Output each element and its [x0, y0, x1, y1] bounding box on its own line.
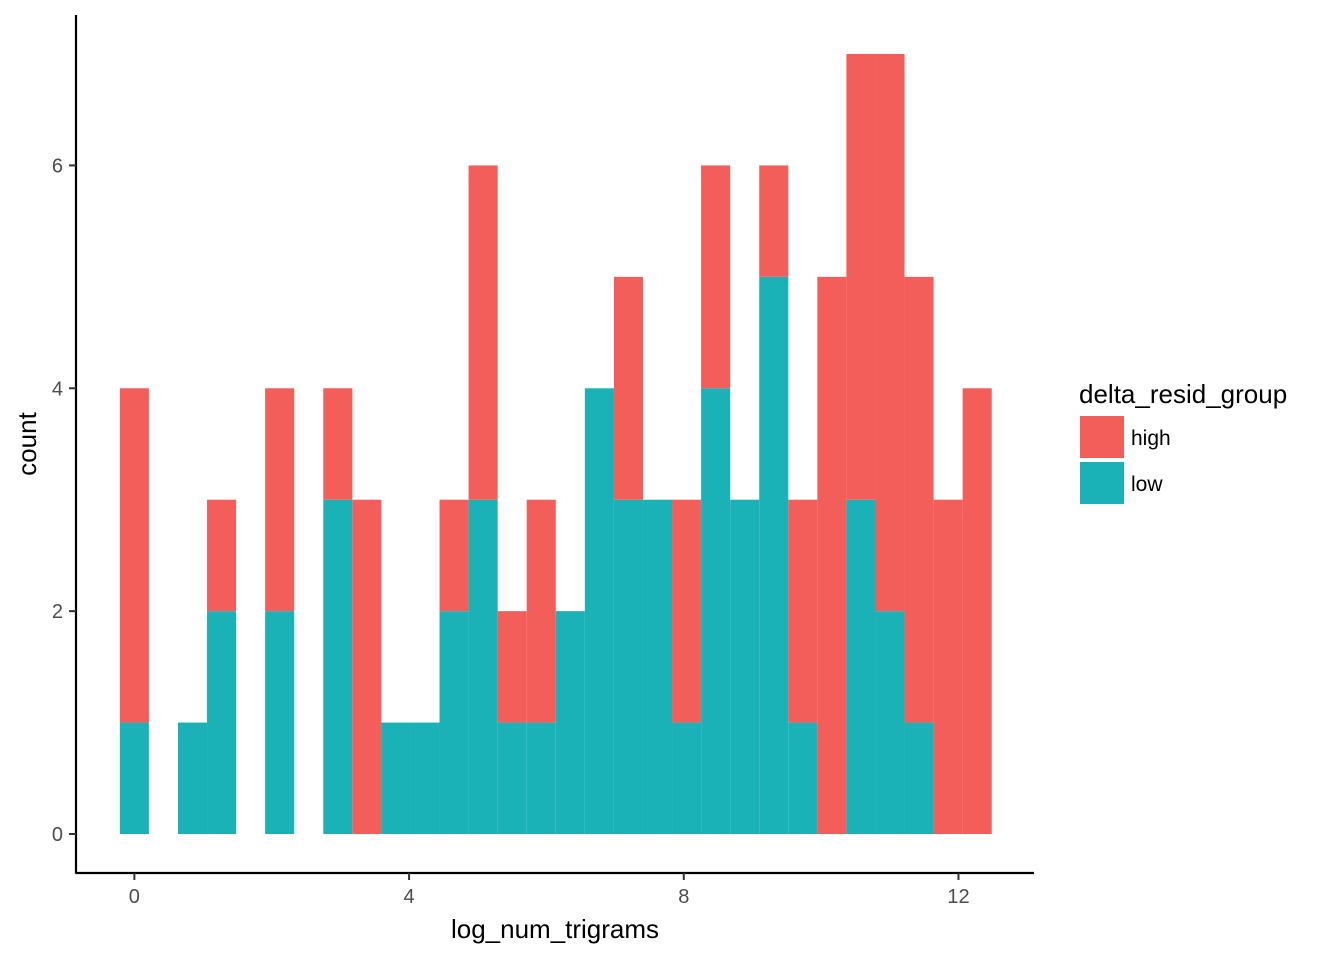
bar-high-23: [788, 499, 818, 723]
bar-low-16: [584, 388, 614, 834]
bar-low-9: [381, 722, 411, 834]
bar-high-29: [962, 388, 992, 834]
bar-low-20: [701, 388, 731, 834]
bar-high-7: [323, 388, 353, 500]
y-tick-label-6: 6: [52, 155, 63, 177]
bar-low-23: [788, 722, 818, 834]
bar-low-0: [119, 722, 149, 834]
bar-low-3: [207, 611, 237, 834]
y-tick-label-0: 0: [52, 824, 63, 846]
bar-low-21: [730, 499, 760, 834]
bar-high-3: [207, 499, 237, 612]
bar-high-20: [701, 165, 731, 389]
bar-low-15: [555, 611, 585, 834]
bar-high-27: [904, 276, 934, 723]
bar-low-25: [846, 499, 876, 834]
y-axis-title: count: [12, 411, 42, 475]
bar-high-8: [352, 499, 382, 834]
bar-high-17: [613, 276, 643, 500]
bar-high-28: [933, 499, 963, 834]
y-tick-label-2: 2: [52, 601, 63, 623]
bar-high-12: [468, 165, 498, 500]
bar-low-26: [875, 611, 905, 834]
legend-label-low: low: [1131, 473, 1163, 496]
legend: delta_resid_group high low: [1079, 379, 1287, 504]
legend-title: delta_resid_group: [1079, 379, 1287, 409]
bar-high-0: [119, 388, 149, 723]
bars-layer: [119, 54, 992, 834]
bar-high-11: [439, 499, 469, 612]
bar-high-25: [846, 54, 876, 500]
bar-low-11: [439, 611, 469, 834]
bar-high-5: [265, 388, 295, 612]
y-tick-label-4: 4: [52, 378, 63, 400]
bar-low-12: [468, 499, 498, 834]
bar-low-27: [904, 722, 934, 834]
legend-key-low: [1080, 462, 1124, 504]
bar-high-19: [672, 499, 702, 723]
bar-low-18: [642, 499, 673, 834]
x-tick-label-8: 8: [678, 886, 689, 908]
legend-label-high: high: [1131, 427, 1171, 450]
legend-key-high: [1080, 416, 1124, 458]
bar-low-10: [410, 722, 440, 834]
bar-low-2: [177, 722, 208, 834]
bar-low-17: [613, 499, 643, 834]
bar-low-22: [759, 276, 789, 834]
bar-low-13: [497, 722, 527, 834]
bar-high-14: [526, 499, 556, 723]
bar-high-26: [875, 54, 905, 612]
bar-low-14: [526, 722, 556, 834]
bar-high-13: [497, 611, 527, 723]
bar-low-7: [323, 499, 353, 834]
x-tick-label-4: 4: [404, 886, 415, 908]
x-axis-title: log_num_trigrams: [451, 914, 659, 944]
bar-low-19: [672, 722, 702, 834]
bar-low-5: [265, 611, 295, 834]
axes-layer: 0 4 8 12 0 2 4 6: [52, 15, 1034, 908]
x-tick-label-0: 0: [129, 886, 140, 908]
x-tick-label-12: 12: [947, 886, 969, 908]
bar-high-22: [759, 165, 789, 277]
bar-high-24: [817, 276, 847, 834]
